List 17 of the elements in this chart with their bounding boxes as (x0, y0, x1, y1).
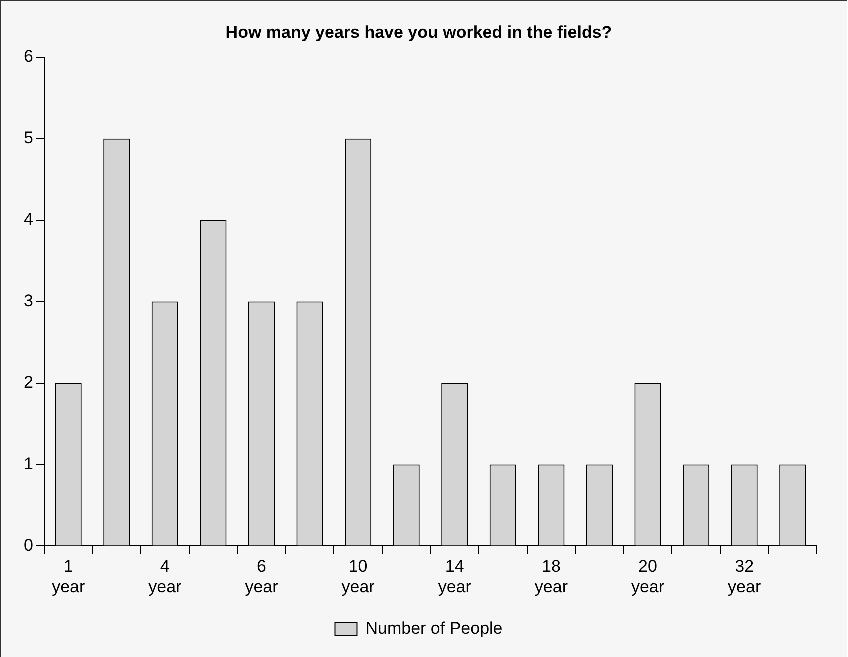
x-tick-label: 1 year (52, 557, 86, 596)
y-tick-label: 0 (24, 536, 34, 555)
x-tick-label: 20 year (631, 557, 665, 596)
y-tick-label: 2 (24, 372, 34, 392)
chart-title: How many years have you worked in the fields? (226, 22, 612, 42)
x-tick-label: 10 year (342, 557, 376, 596)
y-tick-label: 4 (24, 210, 34, 230)
x-tick-label: 6 year (245, 557, 279, 596)
y-tick-label: 6 (24, 47, 34, 66)
x-tick-label: 32 year (728, 557, 762, 596)
x-tick-label: 4 year (148, 557, 182, 596)
legend-label: Number of People (366, 619, 503, 638)
y-tick-label: 5 (24, 128, 34, 148)
y-tick-label: 1 (24, 454, 34, 474)
x-tick-label: 14 year (438, 557, 472, 596)
x-tick-label: 18 year (534, 557, 568, 596)
y-tick-label: 3 (24, 291, 34, 310)
